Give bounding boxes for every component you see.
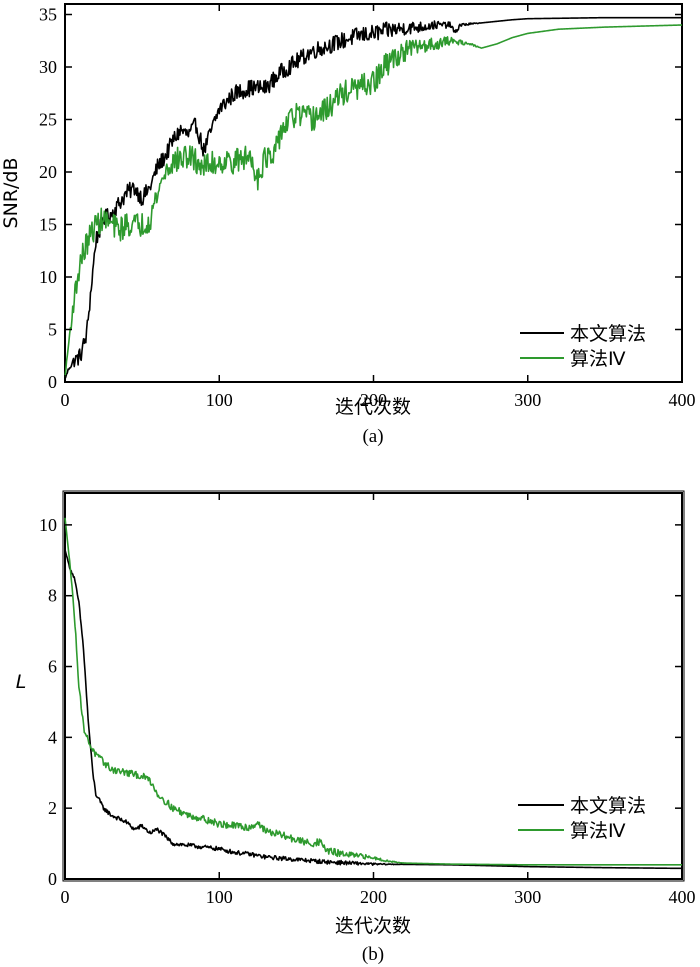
legend-label-proposed-a: 本文算法 xyxy=(570,323,646,345)
legend-label-proposed-b: 本文算法 xyxy=(570,795,646,817)
caption-b: (b) xyxy=(362,944,384,965)
x-tick-label: 200 xyxy=(360,887,387,907)
plot-frame-b-outer xyxy=(62,490,685,882)
x-tick-label: 100 xyxy=(206,390,233,410)
x-tick-label: 400 xyxy=(669,887,696,907)
y-tick-label: 0 xyxy=(48,372,57,392)
tick-layer-a: 0 100 200 300 400 0 5 10 15 20 25 30 35 xyxy=(39,4,696,410)
legend-a: 本文算法 算法Ⅳ xyxy=(520,323,646,370)
y-tick-label: 10 xyxy=(39,515,57,535)
x-tick-label: 300 xyxy=(514,390,541,410)
legend-label-algo4-b: 算法Ⅳ xyxy=(570,820,626,842)
x-tick-label: 0 xyxy=(61,887,70,907)
y-tick-label: 30 xyxy=(39,57,57,77)
legend-label-algo4-a: 算法Ⅳ xyxy=(570,348,626,370)
y-axis-title-b: L xyxy=(16,671,27,693)
y-tick-label: 5 xyxy=(48,320,57,340)
y-tick-label: 25 xyxy=(39,110,57,130)
x-tick-label: 100 xyxy=(206,887,233,907)
y-tick-label: 20 xyxy=(39,162,57,182)
series-line-algo4 xyxy=(64,24,683,377)
x-axis-title-b: 迭代次数 xyxy=(335,915,411,937)
y-tick-label: 10 xyxy=(39,267,57,287)
series-layer-b xyxy=(64,517,683,870)
y-tick-label: 15 xyxy=(39,215,57,235)
panel-b: 0 100 200 300 400 0 2 4 6 8 10 L 迭代次数 (b) 本文算法 算法Ⅳ xyxy=(16,490,696,965)
y-tick-label: 35 xyxy=(39,5,57,25)
y-tick-label: 2 xyxy=(48,798,57,818)
x-tick-label: 200 xyxy=(360,390,387,410)
series-line-proposed xyxy=(64,549,683,870)
y-tick-label: 0 xyxy=(48,869,57,889)
caption-a: (a) xyxy=(362,426,383,447)
series-line-algo4 xyxy=(64,517,683,866)
x-axis-title-a: 迭代次数 xyxy=(335,396,411,418)
y-tick-label: 4 xyxy=(48,727,57,747)
y-axis-title-a: SNR/dB xyxy=(0,158,22,229)
x-tick-label: 0 xyxy=(61,390,70,410)
tick-layer-b: 0 100 200 300 400 0 2 4 6 8 10 xyxy=(39,493,696,907)
y-tick-label: 6 xyxy=(48,657,57,677)
series-layer-a xyxy=(64,16,683,380)
x-tick-label: 400 xyxy=(669,390,696,410)
series-line-proposed xyxy=(64,16,683,380)
y-tick-label: 8 xyxy=(48,586,57,606)
x-tick-label: 300 xyxy=(514,887,541,907)
legend-b: 本文算法 算法Ⅳ xyxy=(518,795,646,842)
